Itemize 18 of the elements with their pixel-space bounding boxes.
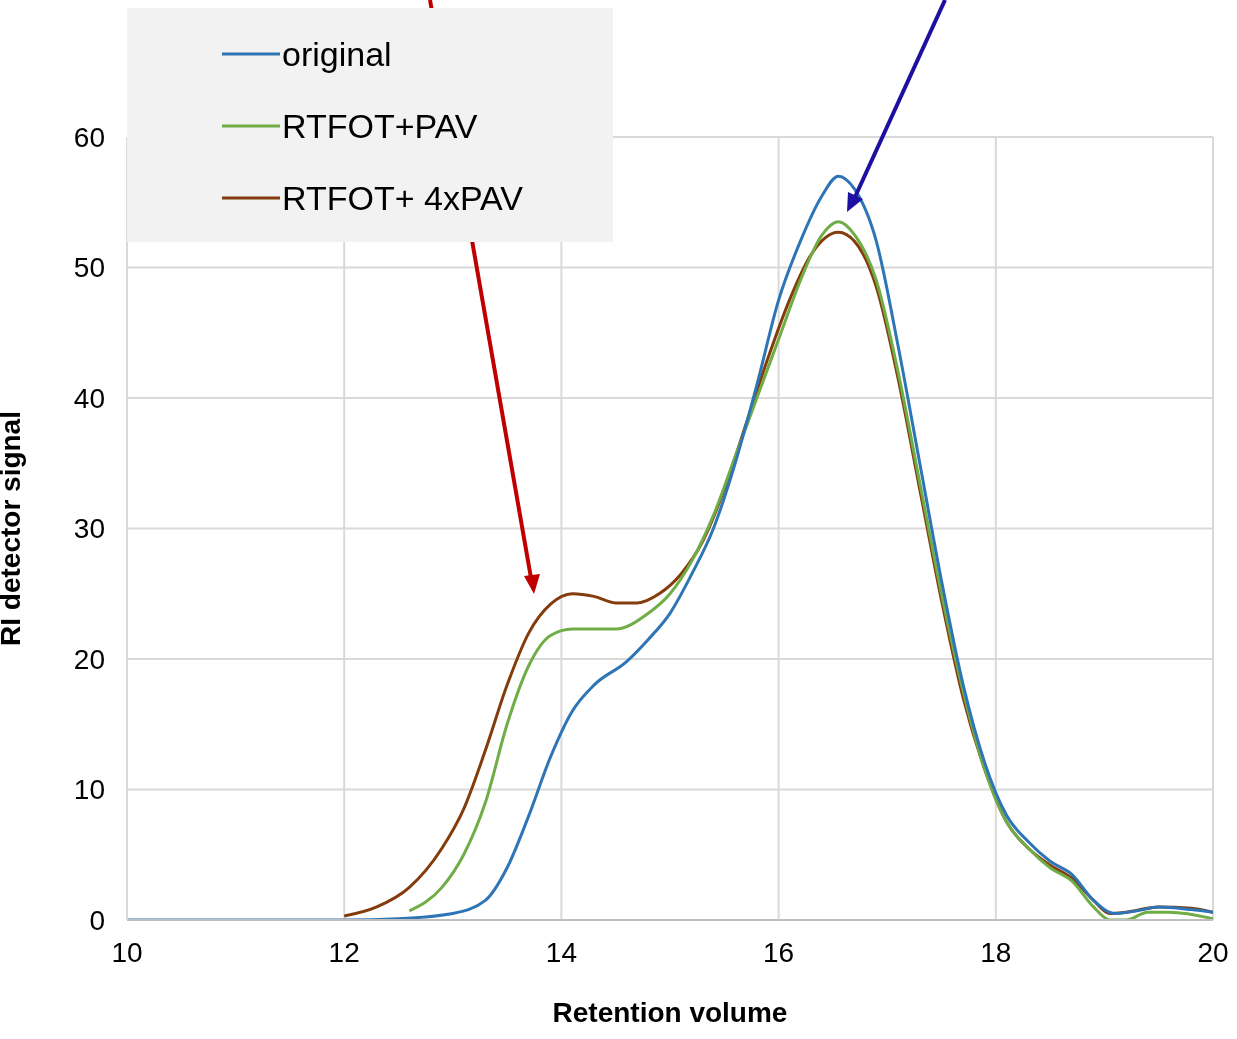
y-tick-label: 50 [73,252,105,284]
x-tick-label: 10 [111,936,143,968]
x-tick-label: 14 [545,936,577,968]
x-tick-label: 12 [328,936,360,968]
y-tick-label: 10 [73,774,105,806]
legend-label: original [282,34,392,74]
y-axis-title: RI detector signal [0,411,26,646]
legend-label: RTFOT+PAV [282,106,478,146]
y-tick-label: 30 [73,513,105,545]
x-tick-label: 20 [1197,936,1229,968]
x-tick-label: 18 [980,936,1012,968]
legend-label: RTFOT+ 4xPAV [282,178,523,218]
y-tick-label: 20 [73,643,105,675]
y-tick-label: 0 [89,904,105,936]
y-tick-label: 60 [73,121,105,153]
y-tick-label: 40 [73,382,105,414]
x-tick-label: 16 [763,936,795,968]
x-axis-title: Retention volume [552,997,788,1028]
